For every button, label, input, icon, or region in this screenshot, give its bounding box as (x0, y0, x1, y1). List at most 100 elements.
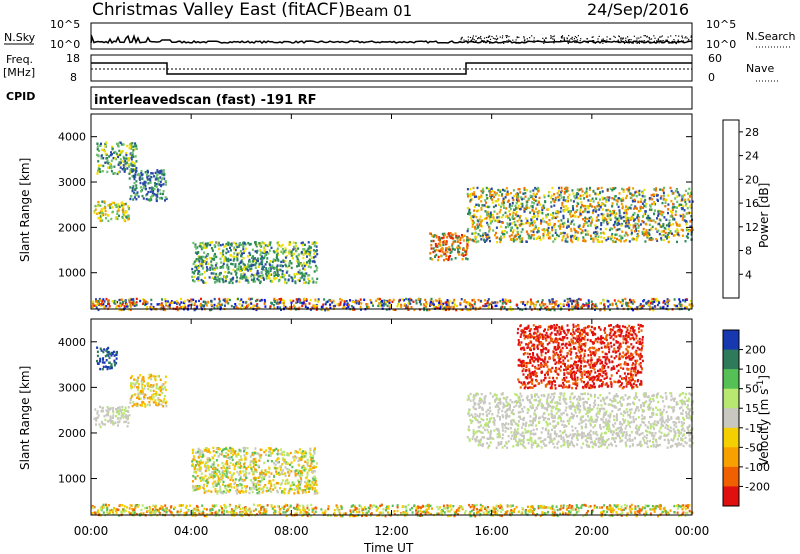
heatmap-cell (497, 203, 500, 206)
heatmap-cell (480, 200, 483, 203)
heatmap-cell (297, 459, 300, 463)
heatmap-cell (559, 193, 562, 196)
heatmap-cell (629, 207, 632, 210)
heatmap-cell (284, 260, 287, 263)
heatmap-cell (559, 227, 561, 231)
heatmap-cell (504, 301, 506, 304)
heatmap-cell (630, 233, 633, 236)
nsearch-dot (542, 37, 544, 39)
heatmap-cell (554, 237, 557, 240)
heatmap-cell (102, 365, 105, 369)
heatmap-cell (486, 212, 488, 215)
heatmap-cell (105, 365, 107, 368)
heatmap-cell (495, 226, 498, 229)
heatmap-cell (283, 459, 286, 462)
heatmap-cell (400, 303, 403, 307)
heatmap-cell (132, 300, 135, 303)
heatmap-cell (173, 301, 176, 304)
heatmap-cell (237, 268, 240, 271)
nsearch-dot (617, 41, 619, 43)
heatmap-cell (642, 227, 645, 231)
heatmap-cell (152, 384, 155, 387)
heatmap-cell (222, 266, 225, 269)
heatmap-cell (474, 238, 477, 241)
cpid-text: interleavedscan (fast) -191 RF (94, 93, 317, 108)
nsearch-dot (672, 42, 674, 44)
heatmap-cell (311, 242, 314, 245)
heatmap-cell (429, 252, 432, 255)
heatmap-cell (296, 265, 299, 268)
heatmap-cell (631, 217, 634, 220)
cpid-label: CPID (6, 90, 35, 103)
heatmap-cell (102, 305, 105, 308)
heatmap-cell (119, 166, 122, 169)
heatmap-cell (101, 406, 104, 409)
heatmap-cell (131, 175, 134, 178)
heatmap-cell (500, 216, 503, 219)
heatmap-cell (381, 304, 384, 307)
heatmap-cell (618, 209, 621, 212)
heatmap-cell (684, 240, 687, 243)
heatmap-cell (632, 226, 635, 229)
heatmap-cell (296, 260, 299, 263)
heatmap-cell (589, 224, 592, 227)
heatmap-cell (615, 199, 618, 202)
heatmap-cell (292, 252, 295, 256)
heatmap-cell (127, 421, 130, 425)
heatmap-cell (120, 143, 123, 146)
heatmap-cell (168, 304, 171, 307)
heatmap-cell (615, 222, 618, 225)
heatmap-cell (178, 303, 181, 306)
heatmap-cell (127, 415, 129, 418)
heatmap-cell (92, 302, 95, 306)
heatmap-cell (122, 164, 125, 167)
heatmap-cell (154, 394, 157, 397)
heatmap-cell (586, 304, 589, 307)
heatmap-cell (589, 203, 592, 206)
heatmap-cell (587, 306, 590, 309)
heatmap-cell (134, 194, 137, 197)
heatmap-cell (521, 202, 524, 206)
heatmap-cell (198, 244, 201, 248)
heatmap-cell (587, 299, 590, 302)
nsearch-dot (673, 39, 675, 41)
heatmap-cell (507, 299, 510, 302)
heatmap-cell (488, 218, 491, 221)
heatmap-cell (439, 302, 442, 305)
heatmap-cell (596, 232, 599, 235)
heatmap-cell (297, 278, 300, 282)
nsearch-dot (675, 43, 677, 45)
heatmap-cell (123, 218, 126, 222)
heatmap-cell (645, 223, 648, 226)
heatmap-cell (126, 303, 128, 306)
heatmap-cell (154, 379, 157, 382)
heatmap-cell (579, 197, 582, 200)
heatmap-cell (291, 465, 294, 469)
heatmap-cell (252, 274, 255, 277)
heatmap-cell (484, 303, 487, 306)
heatmap-cell (133, 302, 136, 306)
heatmap-cell (492, 301, 495, 305)
heatmap-cell (563, 299, 566, 302)
heatmap-cell (147, 182, 150, 185)
heatmap-cell (284, 263, 287, 266)
heatmap-cell (483, 204, 486, 207)
heatmap-cell (310, 468, 313, 471)
heatmap-cell (265, 274, 268, 277)
heatmap-cell (123, 412, 126, 415)
heatmap-cell (139, 404, 142, 407)
heatmap-cell (688, 200, 691, 203)
heatmap-cell (198, 299, 200, 303)
heatmap-cell (494, 199, 497, 203)
heatmap-cell (477, 233, 480, 236)
heatmap-cell (642, 304, 645, 307)
heatmap-cell (505, 299, 508, 302)
heatmap-cell (247, 265, 250, 268)
heatmap-cell (229, 484, 232, 488)
heatmap-cell (597, 219, 600, 222)
heatmap-cell (228, 281, 231, 284)
heatmap-cell (122, 166, 125, 170)
nsearch-dot (602, 40, 604, 42)
heatmap-cell (487, 234, 490, 237)
heatmap-cell (508, 235, 511, 238)
